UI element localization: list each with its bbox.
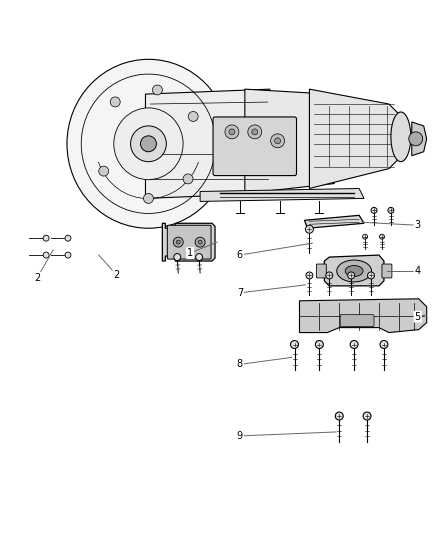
- Text: 9: 9: [237, 431, 243, 441]
- Circle shape: [110, 97, 120, 107]
- Circle shape: [275, 138, 281, 144]
- Circle shape: [348, 272, 355, 279]
- Polygon shape: [200, 189, 364, 201]
- Circle shape: [196, 254, 203, 261]
- Circle shape: [183, 174, 193, 184]
- Text: 2: 2: [113, 270, 120, 280]
- Polygon shape: [162, 223, 215, 261]
- Circle shape: [225, 125, 239, 139]
- Circle shape: [379, 234, 385, 239]
- Circle shape: [380, 341, 388, 349]
- Circle shape: [271, 134, 285, 148]
- Text: 4: 4: [415, 266, 421, 276]
- Circle shape: [174, 254, 181, 261]
- Circle shape: [388, 207, 394, 213]
- Polygon shape: [304, 215, 364, 228]
- Polygon shape: [145, 89, 275, 198]
- Circle shape: [315, 341, 323, 349]
- Circle shape: [43, 252, 49, 258]
- Circle shape: [363, 412, 371, 420]
- FancyBboxPatch shape: [316, 264, 326, 278]
- Circle shape: [152, 85, 162, 95]
- Circle shape: [43, 235, 49, 241]
- Circle shape: [350, 341, 358, 349]
- Circle shape: [290, 341, 298, 349]
- Circle shape: [326, 272, 333, 279]
- FancyBboxPatch shape: [340, 314, 374, 327]
- Text: 2: 2: [34, 273, 40, 283]
- Ellipse shape: [67, 59, 230, 228]
- Polygon shape: [309, 89, 399, 189]
- Text: 5: 5: [415, 312, 421, 322]
- Ellipse shape: [391, 112, 411, 161]
- Circle shape: [131, 126, 166, 161]
- Ellipse shape: [114, 108, 183, 180]
- Circle shape: [99, 166, 109, 176]
- Ellipse shape: [337, 260, 371, 282]
- Text: 3: 3: [415, 220, 421, 230]
- Circle shape: [229, 129, 235, 135]
- Polygon shape: [412, 122, 427, 156]
- FancyBboxPatch shape: [382, 264, 392, 278]
- Text: 1: 1: [187, 248, 193, 258]
- Circle shape: [65, 235, 71, 241]
- Circle shape: [65, 252, 71, 258]
- Circle shape: [335, 412, 343, 420]
- Circle shape: [367, 272, 374, 279]
- Text: 7: 7: [237, 288, 243, 298]
- FancyBboxPatch shape: [167, 225, 211, 259]
- Text: 6: 6: [237, 250, 243, 260]
- Circle shape: [363, 234, 367, 239]
- Circle shape: [141, 136, 156, 152]
- Text: 8: 8: [237, 359, 243, 369]
- Circle shape: [198, 240, 202, 244]
- Polygon shape: [300, 299, 427, 333]
- Circle shape: [305, 225, 314, 233]
- Polygon shape: [245, 89, 334, 193]
- Circle shape: [409, 132, 423, 146]
- Circle shape: [188, 111, 198, 122]
- Ellipse shape: [345, 265, 363, 277]
- Circle shape: [371, 207, 377, 213]
- Polygon shape: [324, 255, 384, 286]
- Circle shape: [252, 129, 258, 135]
- FancyBboxPatch shape: [213, 117, 297, 175]
- Circle shape: [195, 237, 205, 247]
- Circle shape: [248, 125, 262, 139]
- Circle shape: [144, 193, 153, 204]
- Circle shape: [306, 272, 313, 279]
- Circle shape: [176, 240, 180, 244]
- Circle shape: [173, 237, 183, 247]
